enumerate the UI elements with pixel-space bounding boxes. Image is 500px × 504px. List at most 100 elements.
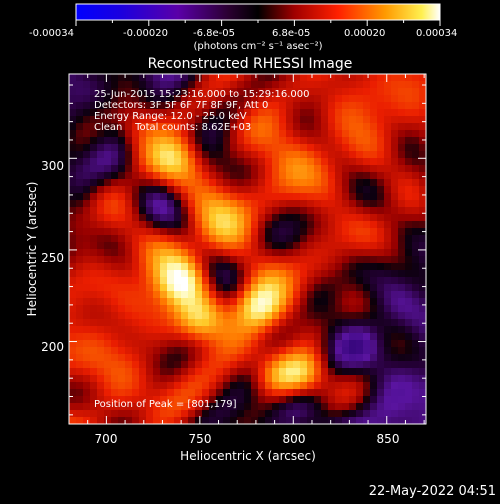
heatmap-cell [174, 144, 182, 152]
heatmap-cell [314, 263, 322, 271]
heatmap-cell [349, 333, 357, 341]
heatmap-cell [419, 207, 426, 215]
heatmap-cell [342, 102, 350, 110]
heatmap-cell [139, 123, 147, 131]
heatmap-cell [104, 172, 112, 180]
heatmap-cell [90, 88, 98, 96]
heatmap-cell [118, 375, 126, 383]
heatmap-cell [244, 151, 252, 159]
heatmap-cell [412, 410, 420, 418]
heatmap-cell [370, 81, 378, 89]
heatmap-cell [97, 354, 105, 362]
heatmap-cell [230, 151, 238, 159]
heatmap-cell [195, 375, 203, 383]
heatmap-cell [342, 340, 350, 348]
heatmap-cell [377, 109, 385, 117]
heatmap-cell [405, 214, 413, 222]
heatmap-cell [349, 221, 357, 229]
heatmap-cell [419, 396, 426, 404]
heatmap-cell [244, 263, 252, 271]
heatmap-cell [139, 144, 147, 152]
heatmap-cell [223, 81, 231, 89]
heatmap-cell [272, 151, 280, 159]
heatmap-cell [153, 305, 161, 313]
heatmap-cell [188, 354, 196, 362]
heatmap-cell [174, 403, 182, 411]
heatmap-cell [223, 116, 231, 124]
heatmap-cell [202, 228, 210, 236]
heatmap-cell [83, 319, 91, 327]
heatmap-cell [174, 368, 182, 376]
heatmap-cell [349, 403, 357, 411]
heatmap-cell [90, 396, 98, 404]
heatmap-cell [258, 340, 266, 348]
heatmap-cell [209, 116, 217, 124]
heatmap-cell [244, 417, 252, 424]
heatmap-cell [188, 165, 196, 173]
heatmap-cell [391, 249, 399, 257]
heatmap-cell [349, 74, 357, 82]
heatmap-cell [328, 375, 336, 383]
heatmap-cell [83, 403, 91, 411]
heatmap-cell [104, 179, 112, 187]
heatmap-cell [90, 74, 98, 82]
heatmap-cell [342, 214, 350, 222]
heatmap-cell [69, 277, 77, 285]
heatmap-cell [384, 298, 392, 306]
heatmap-cell [412, 249, 420, 257]
heatmap-cell [377, 312, 385, 320]
heatmap-cell [363, 165, 371, 173]
heatmap-cell [181, 235, 189, 243]
heatmap-cell [97, 235, 105, 243]
heatmap-cell [258, 284, 266, 292]
heatmap-cell [139, 403, 147, 411]
heatmap-cell [314, 242, 322, 250]
heatmap-cell [251, 151, 259, 159]
heatmap-cell [146, 417, 154, 424]
heatmap-cell [216, 263, 224, 271]
heatmap-cell [111, 144, 119, 152]
heatmap-cell [237, 235, 245, 243]
heatmap-cell [118, 130, 126, 138]
heatmap-cell [342, 95, 350, 103]
heatmap-cell [300, 410, 308, 418]
heatmap-cell [391, 333, 399, 341]
heatmap-cell [391, 340, 399, 348]
heatmap-cell [195, 354, 203, 362]
heatmap-cell [391, 221, 399, 229]
heatmap-cell [300, 319, 308, 327]
heatmap-cell [279, 158, 287, 166]
heatmap-cell [153, 249, 161, 257]
heatmap-cell [125, 417, 133, 424]
heatmap-cell [342, 396, 350, 404]
heatmap-cell [76, 277, 84, 285]
heatmap-cell [391, 256, 399, 264]
heatmap-cell [370, 165, 378, 173]
heatmap-cell [90, 375, 98, 383]
heatmap-cell [209, 305, 217, 313]
heatmap-cell [272, 172, 280, 180]
heatmap-cell [118, 123, 126, 131]
heatmap-cell [370, 368, 378, 376]
heatmap-cell [300, 305, 308, 313]
heatmap-cell [132, 123, 140, 131]
heatmap-cell [216, 165, 224, 173]
heatmap-cell [314, 305, 322, 313]
heatmap-cell [279, 179, 287, 187]
heatmap-cell [216, 74, 224, 82]
heatmap-cell [118, 151, 126, 159]
heatmap-cell [118, 333, 126, 341]
heatmap-cell [118, 88, 126, 96]
heatmap-cell [69, 298, 77, 306]
heatmap-cell [195, 249, 203, 257]
heatmap-cell [216, 158, 224, 166]
heatmap-cell [223, 396, 231, 404]
heatmap-cell [160, 144, 168, 152]
heatmap-cell [384, 193, 392, 201]
heatmap-cell [97, 326, 105, 334]
heatmap-cell [202, 410, 210, 418]
heatmap-cell [307, 130, 315, 138]
heatmap-cell [139, 333, 147, 341]
heatmap-cell [174, 186, 182, 194]
heatmap-cell [69, 389, 77, 397]
